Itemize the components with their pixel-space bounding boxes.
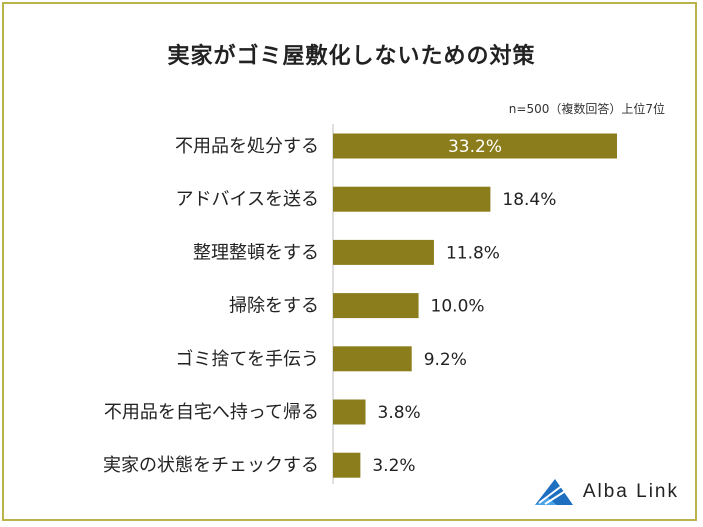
chart-title: 実家がゴミ屋敷化しないための対策	[167, 44, 536, 69]
category-label: 整理整頓をする	[193, 242, 319, 263]
value-label: 18.4%	[502, 190, 556, 210]
alba-link-logo-icon	[534, 479, 573, 505]
bar-2	[333, 186, 491, 212]
bar-5	[333, 346, 412, 372]
category-label: 実家の状態をチェックする	[103, 455, 319, 476]
category-label: 不用品を自宅へ持って帰る	[104, 402, 319, 423]
sample-note: n=500（複数回答）上位7位	[508, 102, 665, 116]
value-label: 3.2%	[372, 456, 415, 476]
value-label: 33.2%	[448, 137, 502, 157]
bar-1	[333, 133, 617, 159]
bar-3	[333, 239, 434, 265]
category-label: アドバイスを送る	[176, 189, 319, 210]
brand-name: Alba Link	[582, 481, 679, 502]
bar-4	[333, 293, 419, 319]
brand-logo: Alba Link	[533, 477, 679, 507]
category-label: 不用品を処分する	[175, 136, 319, 157]
value-label: 9.2%	[424, 350, 467, 370]
category-label: ゴミ捨てを手伝う	[175, 349, 319, 370]
category-label: 掃除をする	[229, 296, 319, 317]
value-label: 3.8%	[378, 403, 421, 423]
bar-6	[333, 399, 366, 425]
value-label: 11.8%	[446, 243, 500, 263]
bar-7	[333, 452, 361, 478]
value-label: 10.0%	[431, 297, 485, 317]
